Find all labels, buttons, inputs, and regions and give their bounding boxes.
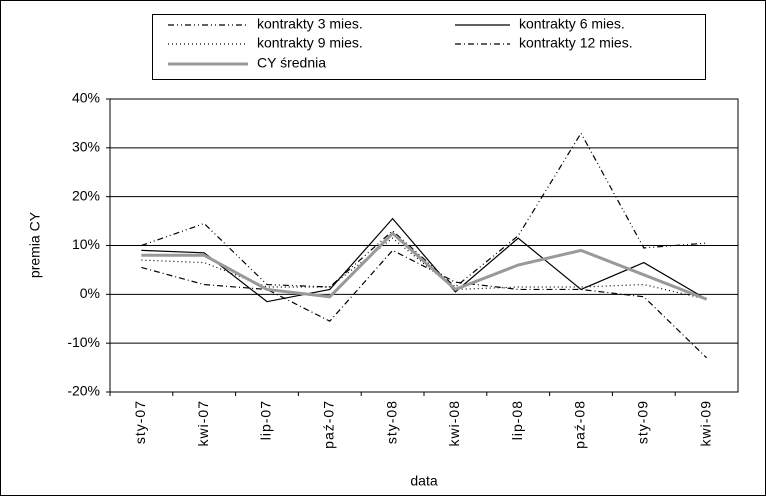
legend-box [152,14,706,80]
x-axis-title: data [410,473,437,489]
x-tick-label: sty-09 [635,400,651,444]
y-tick-label: 40% [72,90,100,106]
y-axis-title: premia CY [27,211,43,278]
legend-label: CY średnia [257,55,326,71]
legend-label: kontrakty 3 mies. [257,16,363,32]
x-tick-label: kwi-07 [195,400,211,446]
x-tick-label: lip-07 [258,400,274,440]
x-tick-label: kwi-08 [446,400,462,446]
x-tick-label: sty-07 [132,400,148,444]
legend-label: kontrakty 9 mies. [257,35,363,51]
x-tick-label: sty-08 [383,400,399,444]
y-tick-label: -20% [67,383,100,399]
x-tick-label: paź-07 [321,400,337,449]
x-tick-label: lip-08 [509,400,525,440]
series-line [141,217,707,303]
legend-label: kontrakty 6 mies. [519,16,625,32]
y-tick-label: -10% [67,334,100,350]
series-line [141,249,708,359]
x-tick-label: kwi-09 [697,400,713,446]
series-line [141,237,707,300]
y-tick-label: 0% [80,285,100,301]
y-tick-label: 30% [72,139,100,155]
legend-label: kontrakty 12 mies. [519,35,633,51]
series-line [141,131,707,288]
y-tick-label: 20% [72,187,100,203]
series-line [141,231,708,301]
x-tick-label: paź-08 [572,400,588,449]
y-tick-label: 10% [72,236,100,252]
